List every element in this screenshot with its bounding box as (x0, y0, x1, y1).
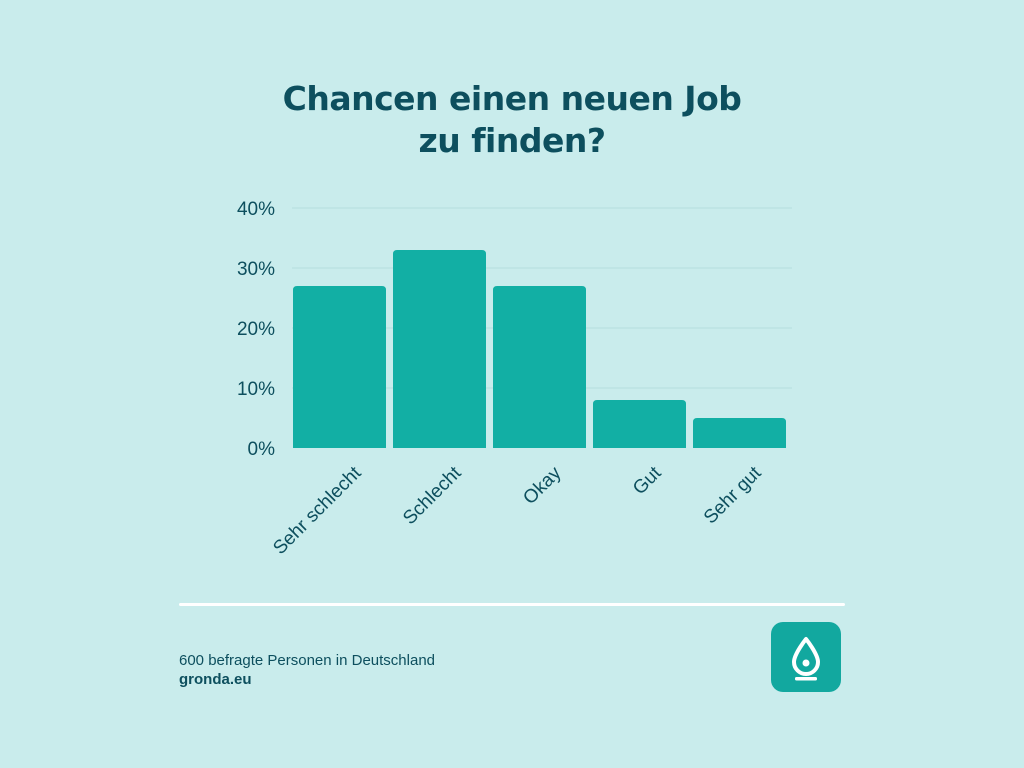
x-tick-label: Gut (629, 462, 666, 499)
bar-chart: 0% 10% 20% 30% 40% Sehr schlecht Schlecht Okay G… (237, 199, 792, 559)
footer-divider (179, 603, 845, 606)
title-line-2: zu finden? (418, 121, 607, 160)
bar (293, 286, 386, 448)
y-tick-label: 40% (237, 199, 275, 220)
drop-icon (792, 637, 820, 681)
bar (593, 400, 686, 448)
x-tick-label: Sehr gut (700, 462, 766, 528)
x-tick-label: Sehr schlecht (269, 462, 366, 559)
y-tick-label: 0% (248, 439, 276, 460)
title-line-1: Chancen einen neuen Job (282, 79, 742, 118)
bar (693, 418, 786, 448)
survey-note: 600 befragte Personen in Deutschland (179, 652, 436, 669)
bar (393, 250, 486, 448)
brand-logo (771, 622, 841, 692)
bar (493, 286, 586, 448)
y-tick-label: 30% (237, 259, 275, 280)
chart-title: Chancen einen neuen Job zu finden? (0, 78, 1024, 162)
x-tick-label: Okay (519, 462, 566, 509)
y-tick-label: 10% (237, 379, 275, 400)
y-tick-label: 20% (237, 319, 275, 340)
source-site: gronda.eu (179, 671, 252, 688)
x-tick-label: Schlecht (399, 462, 466, 529)
